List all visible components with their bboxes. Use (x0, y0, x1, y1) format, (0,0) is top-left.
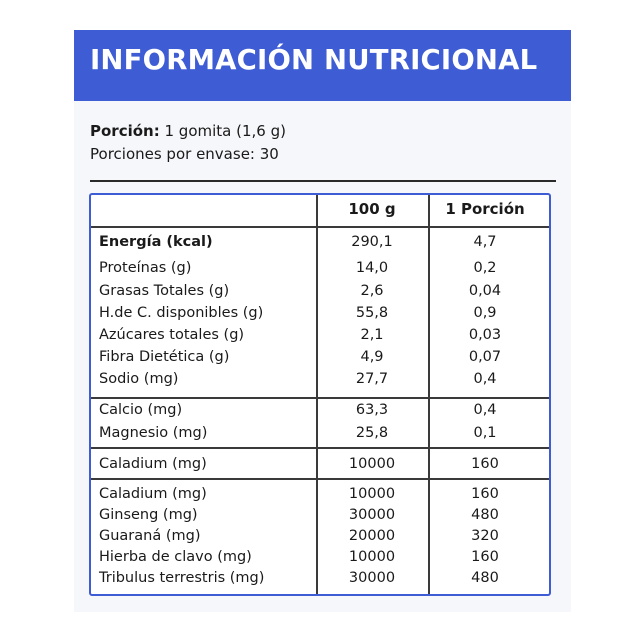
row-value-portion: 160 (471, 456, 499, 472)
row-label: Magnesio (mg) (99, 425, 208, 441)
row-value-portion: 0,4 (473, 371, 497, 387)
row-label: Fibra Dietética (g) (99, 349, 230, 365)
serving-size-label: Porción: (90, 122, 160, 140)
row-value-portion: 0,9 (473, 305, 497, 321)
row-value-100g: 10000 (348, 456, 396, 472)
row-value-portion: 0,1 (473, 425, 497, 441)
row-value-portion: 0,4 (473, 402, 497, 418)
row-value-100g: 2,1 (360, 327, 384, 343)
row-value-portion: 0,03 (468, 327, 502, 343)
header-bar (74, 30, 571, 101)
row-divider (91, 447, 549, 449)
row-divider (91, 226, 549, 228)
serving-size-value: 1 gomita (1,6 g) (159, 122, 286, 140)
row-value-portion: 0,04 (468, 283, 502, 299)
row-label: Hierba de clavo (mg) (99, 549, 252, 565)
row-divider (91, 478, 549, 480)
row-value-100g: 63,3 (355, 402, 389, 418)
row-label: Calcio (mg) (99, 402, 183, 418)
row-value-100g: 290,1 (351, 234, 393, 250)
row-label: Grasas Totales (g) (99, 283, 230, 299)
row-label: Ginseng (mg) (99, 507, 198, 523)
row-label: Guaraná (mg) (99, 528, 201, 544)
row-divider (91, 397, 549, 399)
column-divider (316, 195, 318, 594)
row-value-100g: 25,8 (355, 425, 389, 441)
column-divider (428, 195, 430, 594)
divider-rule (90, 180, 556, 182)
column-header-100g: 100 g (348, 200, 396, 218)
row-label: Sodio (mg) (99, 371, 179, 387)
row-value-100g: 20000 (348, 528, 396, 544)
row-value-100g: 27,7 (355, 371, 389, 387)
servings-per-pack: Porciones por envase: 30 (90, 145, 279, 163)
row-label: Tribulus terrestris (mg) (99, 570, 265, 586)
servings-per-pack-value: 30 (254, 145, 279, 163)
row-value-100g: 10000 (348, 549, 396, 565)
row-value-100g: 10000 (348, 486, 396, 502)
row-value-portion: 480 (471, 507, 499, 523)
page-title: INFORMACIÓN NUTRICIONAL (90, 44, 538, 76)
row-value-100g: 55,8 (355, 305, 389, 321)
row-value-portion: 0,2 (473, 260, 497, 276)
row-value-portion: 160 (471, 549, 499, 565)
row-label: Caladium (mg) (99, 486, 207, 502)
row-value-100g: 30000 (348, 570, 396, 586)
row-value-portion: 4,7 (473, 234, 497, 250)
row-label: Azúcares totales (g) (99, 327, 245, 343)
row-label: Proteínas (g) (99, 260, 192, 276)
row-value-portion: 0,07 (468, 349, 502, 365)
row-value-portion: 160 (471, 486, 499, 502)
column-header-portion: 1 Porción (445, 200, 525, 218)
row-value-100g: 14,0 (355, 260, 389, 276)
row-label: H.de C. disponibles (g) (99, 305, 264, 321)
row-value-portion: 320 (471, 528, 499, 544)
serving-size: Porción: 1 gomita (1,6 g) (90, 122, 286, 140)
row-label: Caladium (mg) (99, 456, 207, 472)
row-value-100g: 30000 (348, 507, 396, 523)
row-label: Energía (kcal) (99, 234, 213, 250)
row-value-portion: 480 (471, 570, 499, 586)
row-value-100g: 2,6 (360, 283, 384, 299)
nutrition-table (89, 193, 551, 596)
row-value-100g: 4,9 (360, 349, 384, 365)
servings-per-pack-label: Porciones por envase: (90, 145, 255, 163)
